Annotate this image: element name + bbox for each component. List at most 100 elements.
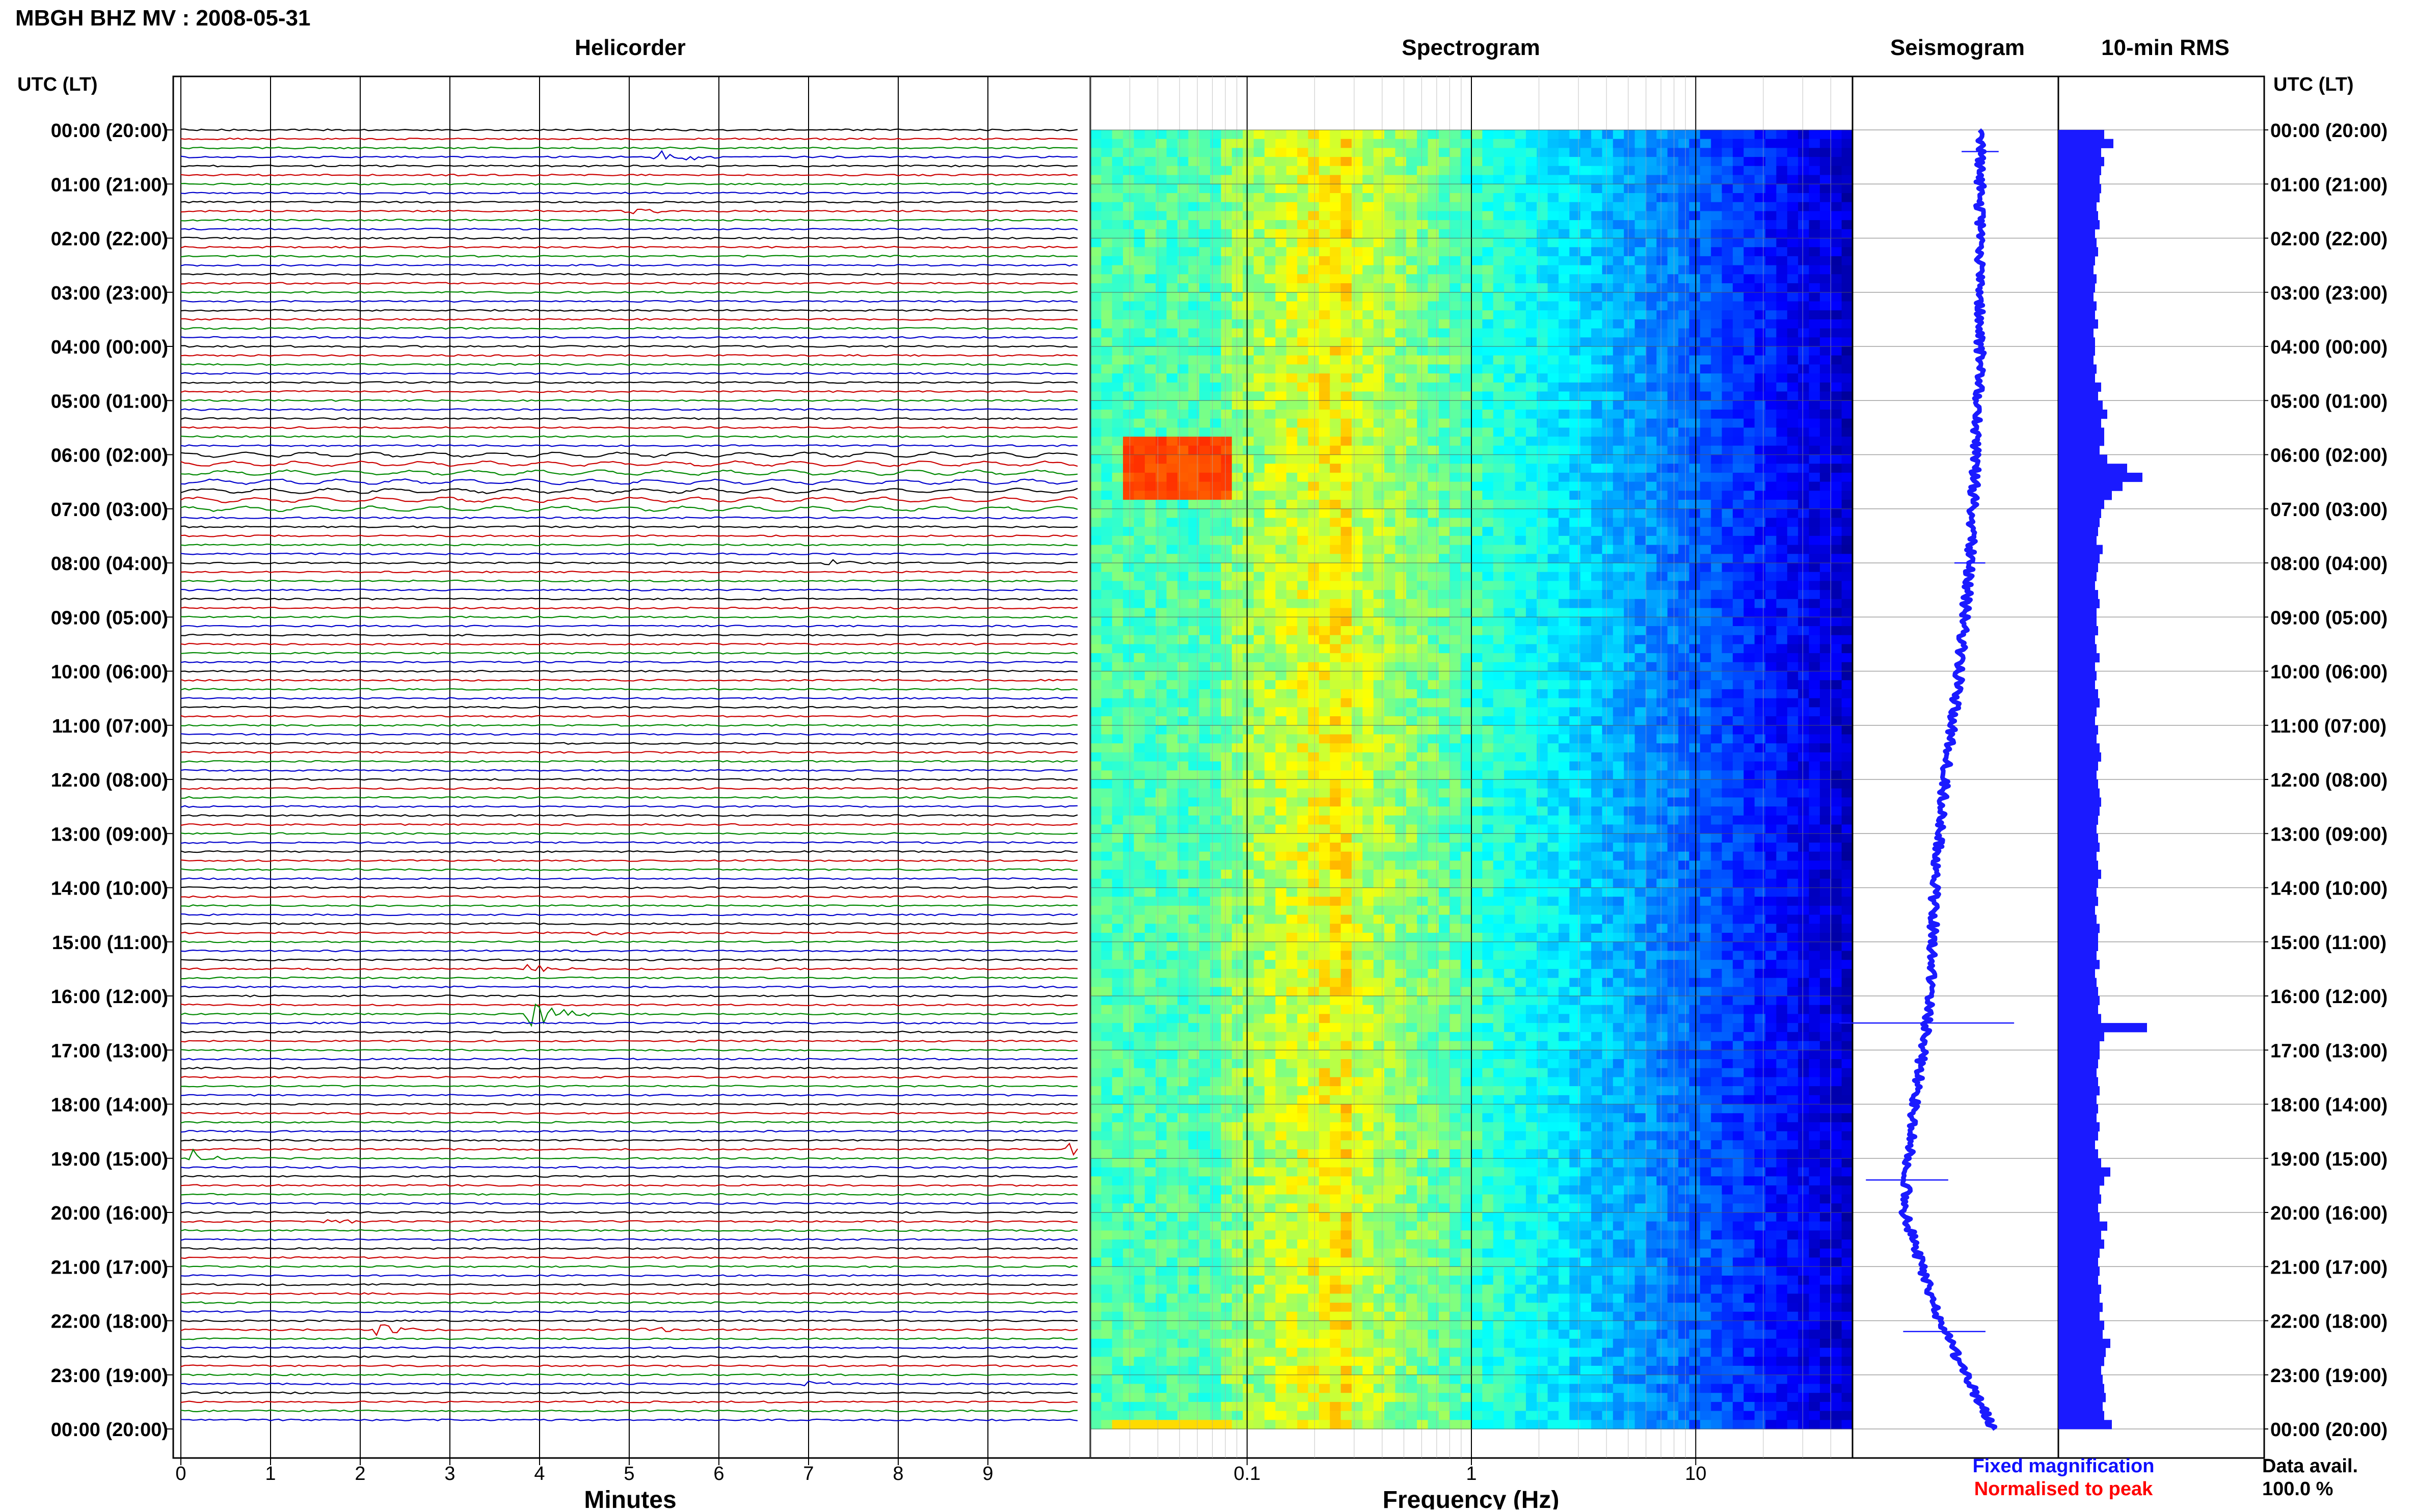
spectrogram-cell: [1656, 644, 1668, 653]
spectrogram-cell: [1374, 743, 1385, 752]
spectrogram-cell: [1537, 247, 1548, 256]
spectrogram-cell: [1461, 383, 1472, 392]
spectrogram-cell: [1362, 653, 1374, 662]
spectrogram-cell: [1319, 680, 1330, 689]
spectrogram-cell: [1319, 130, 1330, 139]
spectrogram-cell: [1569, 229, 1580, 238]
spectrogram-cell: [1602, 175, 1614, 184]
spectrogram-cell: [1482, 464, 1493, 473]
spectrogram-cell: [1624, 148, 1635, 157]
spectrogram-cell: [1820, 500, 1831, 509]
spectrogram-cell: [1842, 464, 1853, 473]
spectrogram-cell: [1537, 229, 1548, 238]
spectrogram-cell: [1167, 238, 1178, 248]
spectrogram-cell: [1384, 735, 1396, 744]
spectrogram-cell: [1439, 220, 1450, 229]
spectrogram-cell: [1330, 635, 1341, 644]
spectrogram-cell: [1559, 184, 1570, 193]
spectrogram-cell: [1243, 536, 1254, 545]
spectrogram-cell: [1526, 274, 1537, 283]
spectrogram-cell: [1537, 292, 1548, 302]
spectrogram-cell: [1243, 572, 1254, 581]
spectrogram-cell: [1842, 698, 1853, 708]
spectrogram-cell: [1167, 545, 1178, 554]
spectrogram-cell: [1809, 202, 1820, 211]
spectrogram-cell: [1177, 698, 1189, 708]
spectrogram-cell: [1395, 437, 1406, 446]
spectrogram-cell: [1134, 247, 1145, 256]
spectrogram-cell: [1471, 130, 1483, 139]
spectrogram-cell: [1765, 725, 1777, 735]
spectrogram-cell: [1439, 175, 1450, 184]
spectrogram-cell: [1384, 139, 1396, 148]
spectrogram-cell: [1123, 184, 1134, 193]
spectrogram-cell: [1090, 302, 1102, 311]
spectrogram-cell: [1417, 671, 1428, 681]
spectrogram-cell: [1362, 518, 1374, 527]
spectrogram-cell: [1177, 617, 1189, 626]
spectrogram-cell: [1755, 644, 1766, 653]
spectrogram-cell: [1602, 464, 1614, 473]
spectrogram-cell: [1755, 157, 1766, 166]
spectrogram-cell: [1482, 545, 1493, 554]
spectrogram-cell: [1482, 608, 1493, 617]
spectrogram-cell: [1515, 220, 1526, 229]
spectrogram-cell: [1548, 491, 1559, 500]
spectrogram-cell: [1177, 464, 1189, 473]
spectrogram-cell: [1482, 590, 1493, 599]
spectrogram-cell: [1765, 130, 1777, 139]
spectrogram-cell: [1787, 274, 1799, 283]
spectrogram-cell: [1439, 590, 1450, 599]
spectrogram-cell: [1319, 437, 1330, 446]
spectrogram-cell: [1221, 491, 1232, 500]
spectrogram-cell: [1286, 437, 1298, 446]
spectrogram-cell: [1167, 455, 1178, 464]
spectrogram-cell: [1493, 310, 1505, 319]
spectrogram-cell: [1755, 238, 1766, 248]
spectrogram-cell: [1646, 292, 1657, 302]
spectrogram-cell: [1613, 563, 1624, 572]
spectrogram-cell: [1265, 283, 1276, 292]
spectrogram-cell: [1700, 166, 1711, 175]
spectrogram-cell: [1384, 184, 1396, 193]
spectrogram-cell: [1689, 536, 1700, 545]
spectrogram-cell: [1265, 599, 1276, 608]
spectrogram-cell: [1602, 581, 1614, 590]
spectrogram-cell: [1569, 427, 1580, 437]
spectrogram-cell: [1515, 437, 1526, 446]
spectrogram-cell: [1308, 329, 1319, 338]
spectrogram-cell: [1504, 148, 1515, 157]
spectrogram-cell: [1308, 617, 1319, 626]
spectrogram-cell: [1417, 590, 1428, 599]
spectrogram-cell: [1831, 455, 1842, 464]
spectrogram-cell: [1210, 319, 1221, 329]
spectrogram-cell: [1319, 635, 1330, 644]
spectrogram-cell: [1842, 356, 1853, 365]
spectrogram-cell: [1123, 482, 1134, 491]
spectrogram-cell: [1537, 329, 1548, 338]
spectrogram-cell: [1188, 446, 1199, 455]
spectrogram-cell: [1689, 671, 1700, 681]
spectrogram-cell: [1112, 491, 1123, 500]
spectrogram-cell: [1635, 455, 1646, 464]
spectrogram-cell: [1395, 509, 1406, 518]
spectrogram-cell: [1613, 346, 1624, 356]
spectrogram-cell: [1123, 202, 1134, 211]
spectrogram-cell: [1471, 193, 1483, 202]
spectrogram-cell: [1678, 193, 1689, 202]
spectrogram-cell: [1689, 446, 1700, 455]
spectrogram-cell: [1831, 716, 1842, 725]
spectrogram-cell: [1559, 256, 1570, 265]
spectrogram-cell: [1461, 617, 1472, 626]
spectrogram-cell: [1156, 590, 1167, 599]
spectrogram-cell: [1199, 707, 1211, 716]
spectrogram-cell: [1374, 400, 1385, 410]
spectrogram-cell: [1700, 302, 1711, 311]
spectrogram-cell: [1167, 527, 1178, 536]
spectrogram-cell: [1395, 455, 1406, 464]
spectrogram-cell: [1461, 735, 1472, 744]
spectrogram-cell: [1221, 400, 1232, 410]
spectrogram-cell: [1678, 139, 1689, 148]
spectrogram-cell: [1319, 581, 1330, 590]
spectrogram-cell: [1635, 274, 1646, 283]
